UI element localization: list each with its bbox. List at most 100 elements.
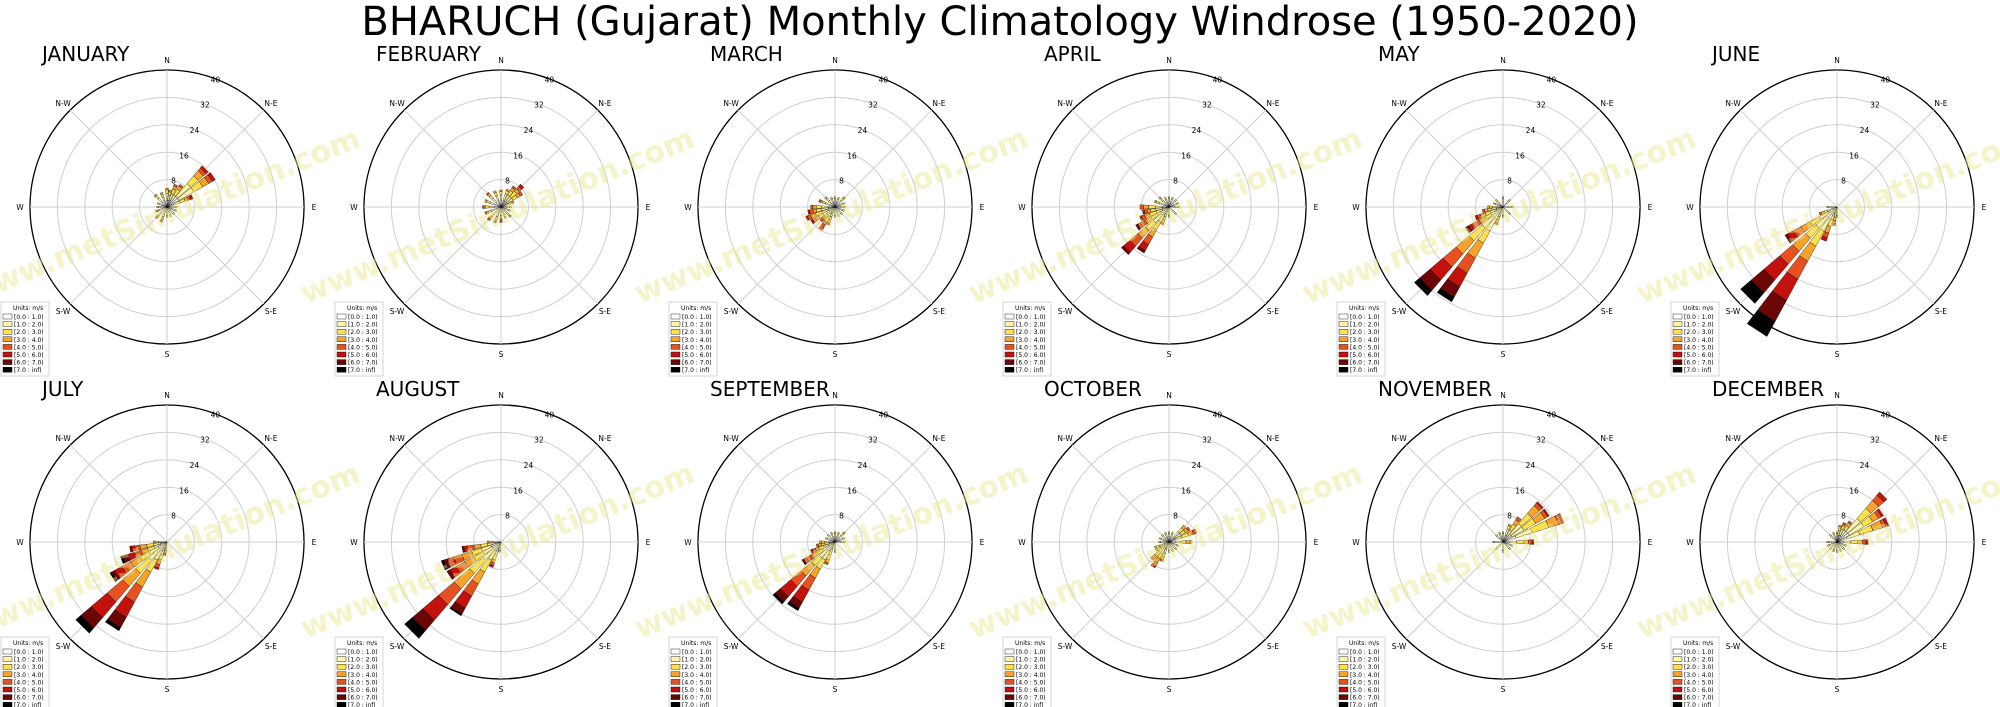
legend-swatch — [2, 686, 13, 693]
direction-label: W — [684, 203, 692, 212]
legend-label: [6.0 : 7.0) — [682, 360, 712, 367]
petal-segment — [830, 531, 833, 535]
radial-tick-label: 8 — [839, 177, 844, 186]
radial-tick-label: 8 — [505, 512, 510, 521]
petal-segment — [508, 209, 512, 212]
petal-segment — [1150, 556, 1155, 561]
petal-segment — [169, 214, 172, 218]
petal-segment — [840, 212, 844, 216]
petal-segment — [509, 205, 512, 209]
direction-label: S-E — [933, 642, 945, 651]
legend-label: [1.0 : 2.0) — [1350, 322, 1380, 329]
legend-swatch — [1004, 329, 1015, 335]
legend-label: [2.0 : 3.0) — [1350, 329, 1380, 336]
legend-swatch — [336, 664, 347, 670]
legend-label: [3.0 : 4.0) — [348, 672, 378, 679]
petal-segment — [159, 192, 164, 195]
petal-segment — [1835, 550, 1839, 553]
legend-swatch — [1004, 664, 1015, 670]
legend-label: [2.0 : 3.0) — [1684, 664, 1714, 671]
grid-spoke — [1168, 444, 1267, 543]
direction-label: S-E — [1935, 642, 1947, 651]
petal-segment — [1174, 212, 1178, 216]
legend-swatch — [336, 359, 347, 365]
grid-spoke — [1836, 206, 1935, 305]
petal-segment — [1482, 208, 1486, 213]
grid-spoke — [1836, 109, 1935, 208]
radial-tick-label: 32 — [1870, 436, 1880, 445]
legend-label: [6.0 : 7.0) — [14, 360, 44, 367]
direction-label: E — [980, 203, 985, 212]
direction-label: S-W — [390, 642, 405, 651]
legend-swatch — [1672, 344, 1683, 350]
direction-label: S-E — [599, 307, 611, 316]
grid-spoke — [834, 444, 933, 543]
speed-legend: Units: m/s [0.0 : 1.0)[1.0 : 2.0)[2.0 : 3… — [0, 301, 50, 377]
legend-swatch — [670, 321, 681, 327]
radial-tick-label: 32 — [200, 101, 210, 110]
petal-segment — [1844, 544, 1848, 547]
legend-swatch — [2, 344, 13, 350]
legend-label: [3.0 : 4.0) — [348, 337, 378, 344]
legend-swatch — [2, 329, 13, 335]
legend-label: [4.0 : 5.0) — [348, 679, 378, 686]
direction-label: E — [1982, 538, 1987, 547]
legend-label: [1.0 : 2.0) — [348, 322, 378, 329]
legend-title: Units: m/s — [13, 640, 43, 647]
legend-label: [4.0 : 5.0) — [1350, 344, 1380, 351]
direction-label: S — [833, 685, 838, 694]
radial-tick-label: 32 — [534, 101, 544, 110]
petal-segment — [1186, 526, 1191, 532]
direction-label: S — [1835, 685, 1840, 694]
legend-label: [0.0 : 1.0) — [682, 314, 712, 321]
legend-swatch — [1338, 671, 1349, 677]
legend-title: Units: m/s — [1683, 305, 1713, 312]
legend-label: [1.0 : 2.0) — [1016, 657, 1046, 664]
windrose-august: 8 16 24 32 40 N N-E E S-E S S-W W N-W AUGUST Units: m/… — [296, 377, 699, 707]
petal-segment — [818, 199, 822, 203]
legend-swatch — [1338, 336, 1349, 342]
direction-label: S-E — [265, 307, 277, 316]
petal-segment — [805, 215, 810, 222]
petal-segment — [174, 209, 178, 212]
legend-swatch — [2, 656, 13, 662]
direction-label: N — [1500, 56, 1506, 65]
petal-segment — [1832, 549, 1835, 553]
radial-tick-label: 40 — [879, 75, 889, 84]
legend-swatch — [336, 686, 347, 693]
grid-spoke — [1836, 541, 1935, 640]
petal-segment — [1494, 198, 1498, 202]
direction-label: E — [1982, 203, 1987, 212]
petal-segment — [1542, 508, 1550, 518]
radial-tick-label: 16 — [1849, 151, 1859, 160]
petal-segment — [165, 189, 169, 194]
legend-swatch — [336, 321, 347, 327]
speed-legend: Units: m/s [0.0 : 1.0)[1.0 : 2.0)[2.0 : 3… — [0, 636, 50, 707]
legend-label: [6.0 : 7.0) — [1684, 360, 1714, 367]
petal-segment — [153, 193, 158, 198]
petal-segment — [485, 191, 490, 196]
month-title: APRIL — [1044, 42, 1102, 66]
legend-label: [1.0 : 2.0) — [1016, 322, 1046, 329]
legend-swatch — [1004, 694, 1015, 700]
petal-segment — [105, 619, 121, 632]
petal-segment — [1158, 537, 1162, 540]
month-title: OCTOBER — [1044, 377, 1142, 401]
petal-segment — [440, 559, 448, 571]
direction-label: S-W — [390, 307, 405, 316]
petal-segment — [1150, 563, 1157, 569]
legend-swatch — [1338, 664, 1349, 670]
petal-segment — [446, 569, 456, 580]
petal-segment — [1154, 545, 1157, 550]
petal-segment — [1507, 523, 1512, 527]
petal-segment — [173, 183, 178, 188]
petal-segment — [1501, 550, 1505, 553]
legend-swatch — [2, 694, 13, 700]
petal-segment — [1508, 198, 1512, 202]
direction-label: N — [1834, 56, 1840, 65]
legend-swatch — [1338, 686, 1349, 693]
month-title: NOVEMBER — [1378, 377, 1492, 401]
legend-label: [2.0 : 3.0) — [14, 329, 44, 336]
radial-tick-label: 16 — [847, 151, 857, 160]
legend-swatch — [1338, 321, 1349, 327]
